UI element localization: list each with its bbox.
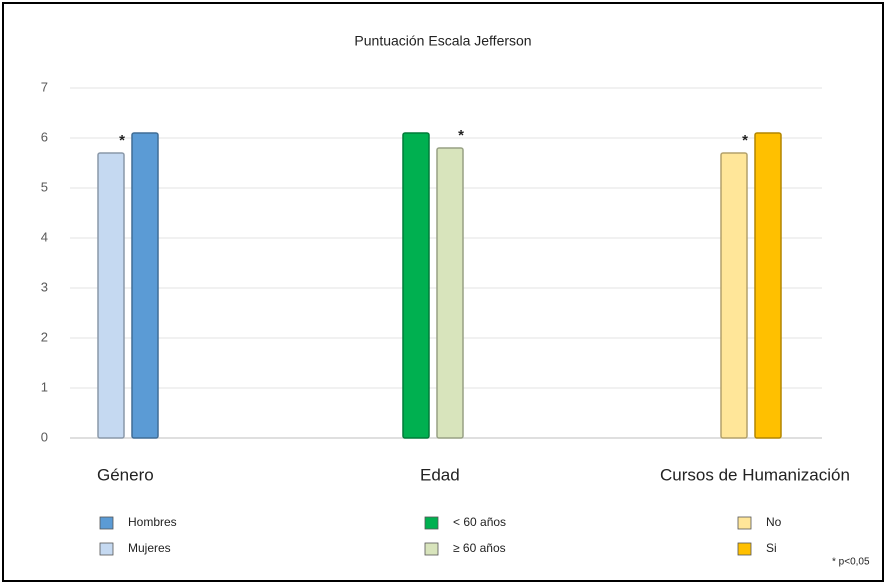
- y-tick-label: 7: [41, 79, 48, 94]
- y-tick-label: 5: [41, 179, 48, 194]
- y-tick-label: 4: [41, 229, 48, 244]
- legend-label: Si: [766, 541, 777, 555]
- legend-label: < 60 años: [453, 515, 506, 529]
- bar: [720, 152, 748, 439]
- group-label: Edad: [420, 465, 460, 484]
- note: * p<0,05: [832, 557, 870, 568]
- y-tick-label: 3: [41, 279, 48, 294]
- y-tick-label: 6: [41, 129, 48, 144]
- legend-swatch: [737, 516, 752, 530]
- group-label: Cursos de Humanización: [660, 465, 850, 484]
- significance-mark: *: [742, 132, 748, 149]
- legend-label: Hombres: [128, 515, 177, 529]
- legend-swatch: [737, 542, 752, 556]
- legend-swatch: [424, 542, 439, 556]
- y-tick-label: 0: [41, 429, 48, 444]
- bar: [402, 132, 430, 439]
- bar: [754, 132, 782, 439]
- legend-label: ≥ 60 años: [453, 541, 506, 555]
- legend-swatch: [424, 516, 439, 530]
- bar: [436, 147, 464, 439]
- y-tick-label: 1: [41, 379, 48, 394]
- group-label: Género: [97, 465, 154, 484]
- significance-mark: *: [119, 132, 125, 149]
- legend-label: Mujeres: [128, 541, 171, 555]
- bar: [131, 132, 159, 439]
- bar: [97, 152, 125, 439]
- significance-mark: *: [458, 127, 464, 144]
- legend-label: No: [766, 515, 782, 529]
- legend-swatch: [99, 542, 114, 556]
- chart-title: Puntuación Escala Jefferson: [354, 33, 531, 49]
- y-tick-label: 2: [41, 329, 48, 344]
- legend-swatch: [99, 516, 114, 530]
